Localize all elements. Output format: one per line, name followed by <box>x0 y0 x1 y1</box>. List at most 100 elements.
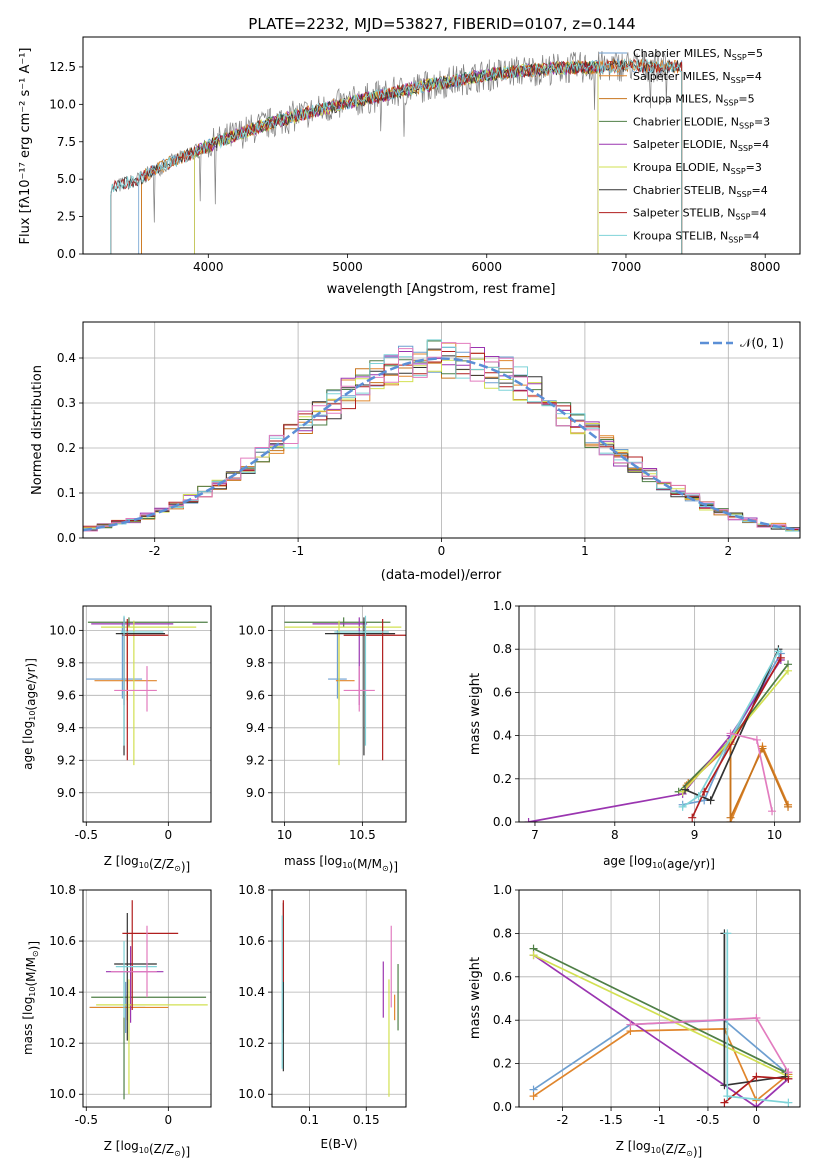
y-tick-label: 0.8 <box>493 642 512 656</box>
axes-frame <box>82 36 801 255</box>
y-axis-label-ylabel_b: (age/yr)] <box>24 658 38 710</box>
y-axis-label-ylabel_sub: 10 <box>28 986 37 996</box>
model-spectrum-series-4 <box>194 60 599 254</box>
legend-label-c: =4 <box>752 184 768 197</box>
y-tick-label: 10.4 <box>238 985 265 999</box>
figure-title: PLATE=2232, MJD=53827, FIBERID=0107, z=0… <box>248 15 635 33</box>
errorbar-point-8 <box>114 666 157 712</box>
weight-series-4 <box>533 954 789 1078</box>
legend-label-sub: SSP <box>735 213 750 222</box>
legend-label-sub: SSP <box>731 167 746 176</box>
x-tick-label: -1 <box>654 1113 666 1127</box>
x-axis-label-xlabel_sub: 10 <box>651 1146 661 1155</box>
panel-mass-weight-vs-z: -2 -1.5 -1 -0.5 0 0.0 0.2 0.4 0.6 0.8 1.0 Z [log10(… <box>468 883 801 1159</box>
errorbar-point-5 <box>114 912 157 1041</box>
errorbar-point-2 <box>91 971 207 1100</box>
x-axis-label-xlabel_a: Z [log <box>616 1139 651 1153</box>
weight-marker <box>774 647 783 656</box>
y-tick-label: 0.6 <box>493 685 512 699</box>
legend-label-2: Kroupa MILES, NSSP=5 <box>633 93 755 108</box>
legend-label-sub: SSP <box>737 190 752 199</box>
legend-label-1: Salpeter MILES, NSSP=4 <box>633 70 762 85</box>
weight-marker <box>752 735 761 744</box>
y-tick-label: 0.0 <box>57 247 76 261</box>
y-tick-label: 2.5 <box>57 210 76 224</box>
panel-mass-vs-z: -0.5 010.010.210.410.610.8Z [log10(Z/Z⊙)]… <box>21 883 212 1159</box>
axes-frame <box>271 605 407 823</box>
y-tick-label: 0.0 <box>493 1100 512 1114</box>
x-axis-label-xlabel_a: age [log <box>603 854 652 868</box>
x-tick-label: 7 <box>531 828 539 842</box>
x-tick-label: 8000 <box>750 260 781 274</box>
x-tick-label: 1 <box>581 544 589 558</box>
errorbar-point-8 <box>343 666 375 712</box>
legend-label-a: Salpeter ELODIE, N <box>633 138 738 151</box>
errorbar-point-3 <box>105 946 164 1023</box>
errorbar-point-2 <box>284 617 391 628</box>
y-tick-label: 0.6 <box>493 970 512 984</box>
y-axis-label: Flux [fλ10⁻¹⁷ erg cm⁻² s⁻¹ A⁻¹] <box>18 48 33 245</box>
x-axis-label: Z [log10(Z/Z⊙)] <box>104 1139 190 1159</box>
x-axis-label-xlabel_a: mass [log <box>284 854 342 868</box>
legend-label-sub: SSP <box>739 121 754 130</box>
legend-label-a: Kroupa MILES, N <box>633 93 723 106</box>
x-axis-label: mass [log10(M/M⊙)] <box>284 854 398 874</box>
errorbar-point-7 <box>120 615 164 746</box>
y-axis-label-ylabel_c: )] <box>27 941 41 950</box>
weight-marker <box>529 951 538 960</box>
x-tick-label: -0.5 <box>75 1113 98 1127</box>
x-axis-label-xlabel_a: Z [log <box>104 854 139 868</box>
legend-label-sub: SSP <box>738 144 753 153</box>
y-tick-label: 10.0 <box>49 97 76 111</box>
y-tick-label: 9.0 <box>57 786 76 800</box>
errorbar-point-5 <box>115 617 166 756</box>
weight-marker <box>784 666 793 675</box>
y-axis-label: Normed distribution <box>30 365 45 495</box>
x-axis-label-xlabel_sub2: ⊙ <box>174 1149 181 1158</box>
y-tick-label: 9.0 <box>246 786 265 800</box>
legend-label-c: =5 <box>747 47 763 60</box>
axes-frame <box>518 605 801 823</box>
legend-label-a: Kroupa STELIB, N <box>633 229 728 242</box>
axes-frame <box>271 889 407 1108</box>
legend-label-a: Kroupa ELODIE, N <box>633 161 731 174</box>
legend-label-c: =3 <box>754 115 770 128</box>
legend-label-sub: SSP <box>731 76 746 85</box>
x-tick-label: 10.5 <box>349 828 376 842</box>
y-tick-label: 9.6 <box>246 688 265 702</box>
legend-label-c: =5 <box>738 93 754 106</box>
legend-label-6: Chabrier STELIB, NSSP=4 <box>633 184 768 199</box>
x-tick-label: -2 <box>557 1113 569 1127</box>
y-tick-label: 10.2 <box>49 1036 76 1050</box>
y-tick-label: 9.4 <box>246 721 265 735</box>
y-tick-label: 0.2 <box>493 1057 512 1071</box>
plot-area-residuals <box>83 339 800 534</box>
x-axis-label: (data-model)/error <box>381 568 502 583</box>
y-tick-label: 10.0 <box>49 1087 76 1101</box>
y-axis-label-ylabel_a: age [log <box>21 721 35 770</box>
y-tick-label: 9.4 <box>57 721 76 735</box>
weight-series-3 <box>533 954 789 1107</box>
y-tick-label: 10.4 <box>49 985 76 999</box>
y-tick-label: 0.4 <box>493 1013 512 1027</box>
legend-label-a: Salpeter STELIB, N <box>633 207 735 220</box>
weight-marker <box>758 744 767 753</box>
weight-series-2 <box>533 947 786 1074</box>
weight-marker <box>752 1072 761 1081</box>
legend-label-7: Salpeter STELIB, NSSP=4 <box>633 207 767 222</box>
x-tick-label: 5000 <box>332 260 363 274</box>
y-tick-label: 0.4 <box>57 351 76 365</box>
x-axis-label: wavelength [Angstrom, rest frame] <box>327 282 556 297</box>
x-axis-label-xlabel_sub2: ⊙ <box>174 864 181 873</box>
weight-marker <box>784 1098 793 1107</box>
weight-marker <box>720 1098 729 1107</box>
x-tick-label: 10 <box>767 828 782 842</box>
weight-marker <box>776 653 785 662</box>
legend-label-4: Salpeter ELODIE, NSSP=4 <box>633 138 769 153</box>
x-tick-label: 0 <box>438 544 446 558</box>
legend-label-c: =4 <box>743 229 759 242</box>
x-axis-label-xlabel_sub: 10 <box>139 1146 149 1155</box>
